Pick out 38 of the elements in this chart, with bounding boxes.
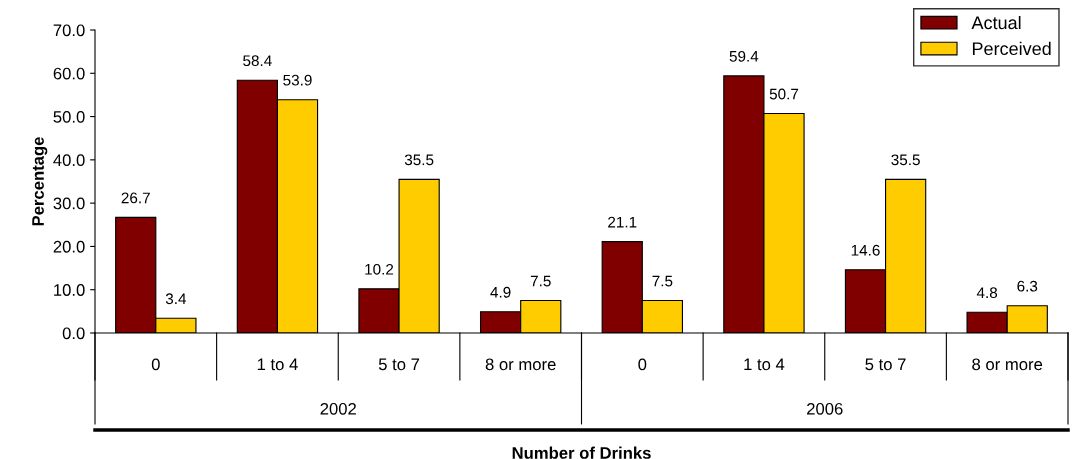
data-label: 50.7: [769, 88, 799, 100]
x-tick-label: 5 to 7: [378, 358, 420, 371]
data-label: 10.2: [365, 263, 394, 275]
y-tick-label: 20.0: [53, 240, 85, 253]
y-tick-label: 60.0: [53, 67, 85, 80]
x-tick-label: 0: [151, 358, 160, 371]
y-tick-label: 50.0: [53, 110, 85, 123]
data-label: 59.4: [729, 50, 759, 62]
x-tick-label: 0: [638, 358, 647, 371]
legend-label: Perceived: [972, 41, 1051, 56]
x-tick-label: 1 to 4: [257, 358, 298, 371]
data-label: 3.4: [165, 293, 187, 305]
legend-label: Actual: [971, 15, 1021, 30]
x-tick-label: 8 or more: [485, 358, 556, 371]
text: 2002: [320, 402, 356, 415]
data-label: 58.4: [243, 55, 272, 67]
x-tick-label: 5 to 7: [865, 358, 906, 371]
y-tick-label: 0.0: [62, 327, 85, 340]
x-tick-label: 1 to 4: [744, 358, 785, 371]
data-label: 6.3: [1017, 280, 1038, 292]
y-tick-label: 70.0: [53, 24, 85, 37]
data-label: 7.5: [530, 275, 551, 287]
y-tick-label: 40.0: [53, 154, 85, 167]
x-axis-title: Number of Drinks: [512, 446, 651, 459]
x-tick-label: 8 or more: [972, 358, 1043, 371]
data-label: 26.7: [121, 192, 150, 204]
data-label: 35.5: [891, 154, 920, 166]
data-label: 35.5: [404, 154, 434, 166]
data-label: 4.9: [490, 286, 511, 298]
y-axis-title: Percentage: [32, 137, 48, 226]
y-tick-label: 30.0: [53, 197, 85, 210]
text: 2006: [807, 402, 843, 415]
data-label: 4.8: [976, 287, 998, 299]
data-label: 14.6: [851, 244, 880, 256]
data-label: 53.9: [283, 74, 312, 86]
data-label: 7.5: [652, 275, 673, 287]
data-label: 21.1: [608, 216, 637, 228]
y-tick-label: 10.0: [54, 284, 85, 296]
